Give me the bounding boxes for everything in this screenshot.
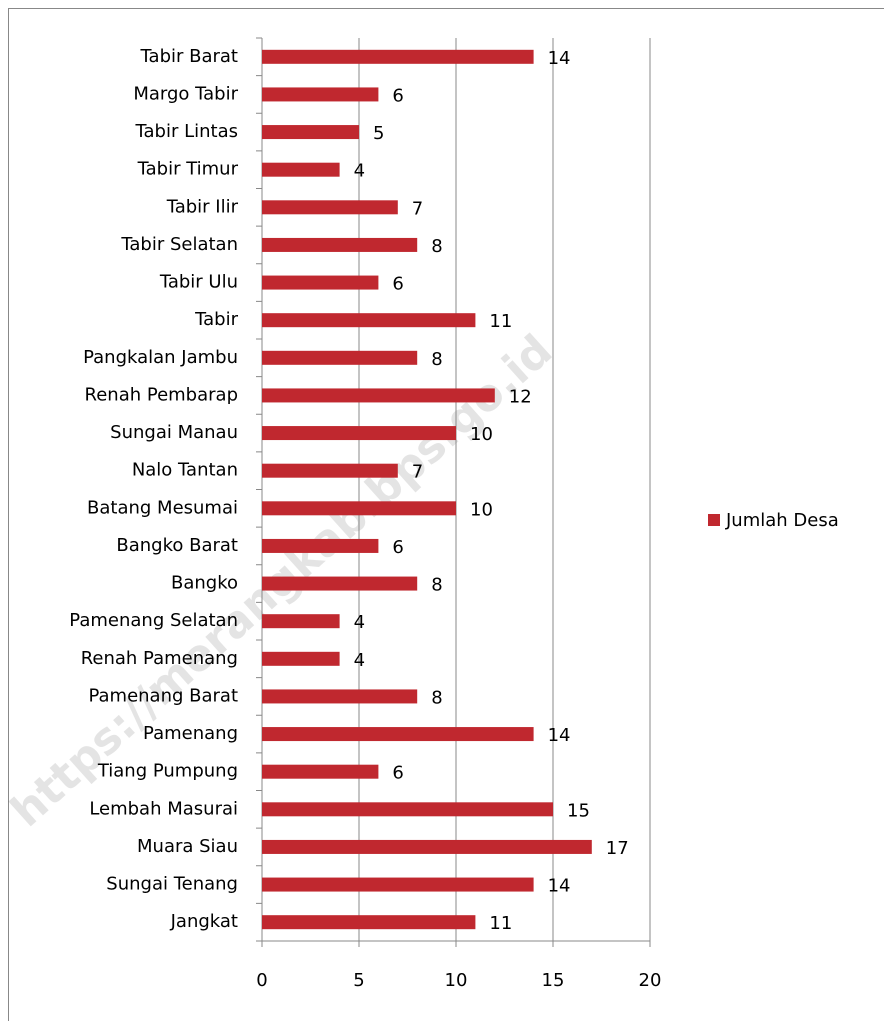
- value-label: 6: [392, 85, 403, 106]
- x-tick-label: 5: [353, 970, 364, 991]
- bar: [262, 802, 553, 817]
- value-label: 12: [509, 386, 532, 407]
- value-label: 6: [392, 537, 403, 558]
- y-tick-label: Tabir Ulu: [159, 272, 238, 293]
- value-label: 11: [489, 311, 512, 332]
- bar: [262, 87, 379, 102]
- bar: [262, 426, 456, 441]
- value-label: 4: [354, 161, 365, 182]
- bar: [262, 576, 418, 591]
- bar: [262, 463, 398, 478]
- value-label: 14: [548, 876, 571, 897]
- value-label: 7: [412, 198, 423, 219]
- value-label: 8: [431, 575, 442, 596]
- y-tick-label: Muara Siau: [137, 836, 238, 857]
- bar: [262, 200, 398, 215]
- y-tick-label: Tabir Selatan: [120, 234, 238, 255]
- bar: [262, 125, 359, 140]
- value-label: 10: [470, 424, 493, 445]
- y-tick-label: Nalo Tantan: [132, 460, 238, 481]
- y-tick-label: Pamenang Selatan: [69, 610, 238, 631]
- bar: [262, 49, 534, 64]
- y-tick-label: Bangko: [171, 573, 238, 594]
- y-tick-label: Tabir Ilir: [166, 196, 239, 217]
- value-label: 14: [548, 48, 571, 69]
- x-tick-label: 10: [445, 970, 468, 991]
- bar: [262, 162, 340, 177]
- y-tick-label: Batang Mesumai: [87, 497, 238, 518]
- x-tick-label: 0: [256, 970, 267, 991]
- bar: [262, 350, 418, 365]
- bar: [262, 839, 592, 854]
- bar: [262, 388, 495, 403]
- value-label: 8: [431, 236, 442, 257]
- bar: [262, 538, 379, 553]
- value-label: 8: [431, 349, 442, 370]
- y-tick-label: Margo Tabir: [133, 83, 238, 104]
- y-tick-label: Renah Pembarap: [85, 384, 238, 405]
- x-tick-label: 20: [639, 970, 662, 991]
- legend-swatch: [708, 514, 720, 526]
- bar: [262, 237, 418, 252]
- value-label: 6: [392, 274, 403, 295]
- y-tick-label: Jangkat: [170, 911, 238, 932]
- value-label: 10: [470, 499, 493, 520]
- value-label: 4: [354, 650, 365, 671]
- value-label: 5: [373, 123, 384, 144]
- y-tick-label: Bangko Barat: [116, 535, 238, 556]
- value-label: 11: [489, 913, 512, 934]
- y-tick-label: Sungai Manau: [110, 422, 238, 443]
- bar: [262, 313, 476, 328]
- value-label: 17: [606, 838, 629, 859]
- x-tick-label: 15: [542, 970, 565, 991]
- legend-label: Jumlah Desa: [725, 510, 839, 531]
- bar: [262, 275, 379, 290]
- y-tick-label: Tabir Lintas: [135, 121, 239, 142]
- y-tick-label: Pangkalan Jambu: [83, 347, 238, 368]
- value-label: 4: [354, 612, 365, 633]
- value-label: 14: [548, 725, 571, 746]
- bar: [262, 727, 534, 742]
- y-tick-label: Tabir Timur: [137, 159, 239, 180]
- bar: [262, 877, 534, 892]
- bar: [262, 764, 379, 779]
- y-tick-label: Tabir: [194, 309, 238, 330]
- value-label: 8: [431, 687, 442, 708]
- bar: [262, 651, 340, 666]
- y-tick-label: Tiang Pumpung: [97, 761, 238, 782]
- value-label: 6: [392, 763, 403, 784]
- y-tick-label: Tabir Barat: [140, 46, 238, 67]
- bar: [262, 689, 418, 704]
- value-label: 15: [567, 800, 590, 821]
- y-tick-label: Pamenang: [143, 723, 238, 744]
- y-tick-label: Pamenang Barat: [88, 685, 238, 706]
- bar: [262, 614, 340, 629]
- y-tick-label: Sungai Tenang: [106, 874, 238, 895]
- bar: [262, 915, 476, 930]
- y-tick-label: Lembah Masurai: [89, 798, 238, 819]
- bar: [262, 501, 456, 516]
- y-tick-label: Renah Pamenang: [81, 648, 238, 669]
- value-label: 7: [412, 462, 423, 483]
